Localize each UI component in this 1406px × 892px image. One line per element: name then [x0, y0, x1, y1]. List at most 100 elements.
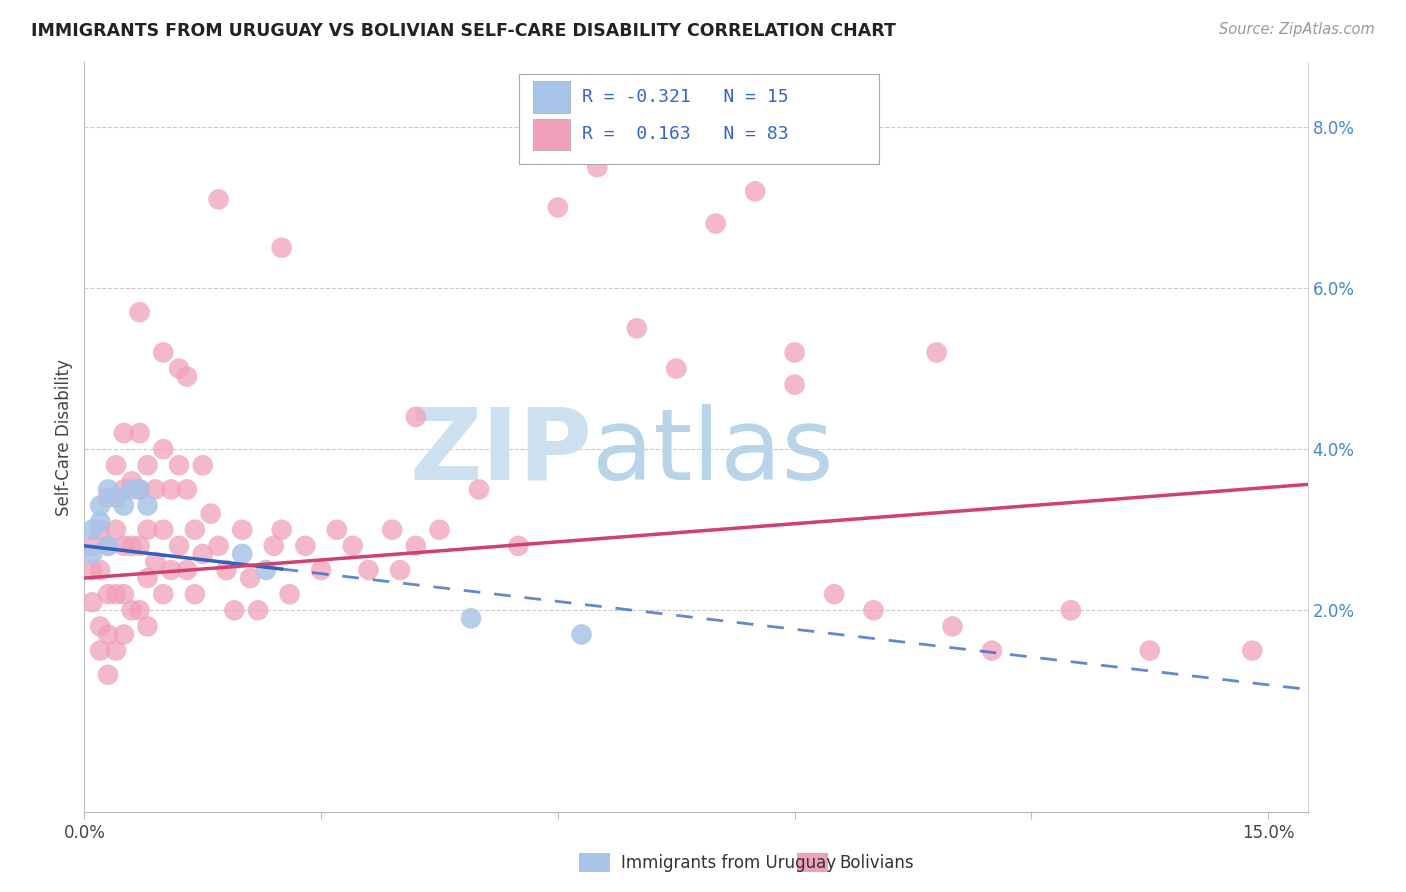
Text: IMMIGRANTS FROM URUGUAY VS BOLIVIAN SELF-CARE DISABILITY CORRELATION CHART: IMMIGRANTS FROM URUGUAY VS BOLIVIAN SELF… [31, 22, 896, 40]
Point [104, 491, 127, 505]
Point [191, 458, 214, 473]
Point [167, 539, 190, 553]
Point [136, 571, 159, 585]
Point [128, 483, 150, 497]
Point [145, 555, 167, 569]
Point [1241, 643, 1264, 657]
Point [176, 369, 198, 384]
Point [104, 523, 127, 537]
Point [309, 563, 332, 577]
Point [184, 587, 207, 601]
Point [167, 458, 190, 473]
Point [270, 523, 292, 537]
Point [294, 539, 316, 553]
Point [326, 523, 349, 537]
Y-axis label: Self-Care Disability: Self-Care Disability [55, 359, 73, 516]
Point [823, 587, 845, 601]
Point [89, 515, 111, 529]
Point [176, 563, 198, 577]
Bar [533, 81, 569, 112]
Point [97, 483, 120, 497]
Point [82, 523, 104, 537]
Point [97, 587, 120, 601]
Point [862, 603, 884, 617]
Point [128, 483, 150, 497]
Point [112, 499, 135, 513]
Point [82, 539, 104, 553]
Bar [533, 119, 569, 150]
Point [89, 619, 111, 633]
Point [381, 523, 404, 537]
Point [184, 523, 207, 537]
Point [136, 523, 159, 537]
Text: Source: ZipAtlas.com: Source: ZipAtlas.com [1219, 22, 1375, 37]
Point [547, 201, 569, 215]
Point [112, 539, 135, 553]
Point [941, 619, 963, 633]
Point [89, 523, 111, 537]
Text: Bolivians: Bolivians [839, 854, 914, 871]
Point [980, 643, 1002, 657]
Point [571, 627, 593, 641]
Point [278, 587, 301, 601]
Point [167, 361, 190, 376]
Point [104, 643, 127, 657]
Point [128, 425, 150, 440]
Point [263, 539, 285, 553]
Point [231, 523, 253, 537]
Point [97, 539, 120, 553]
Point [121, 475, 143, 489]
Point [1060, 603, 1083, 617]
Point [136, 458, 159, 473]
Point [152, 523, 174, 537]
Point [97, 539, 120, 553]
Point [429, 523, 451, 537]
Point [460, 611, 482, 625]
Point [97, 627, 120, 641]
Point [89, 563, 111, 577]
Point [270, 241, 292, 255]
Point [112, 483, 135, 497]
Point [104, 458, 127, 473]
Point [704, 217, 727, 231]
Point [136, 499, 159, 513]
Text: ZIP: ZIP [409, 403, 592, 500]
Point [783, 377, 806, 392]
Point [239, 571, 262, 585]
Point [104, 587, 127, 601]
Point [342, 539, 364, 553]
Point [586, 160, 609, 174]
Point [468, 483, 491, 497]
Point [121, 603, 143, 617]
Point [508, 539, 530, 553]
Point [152, 345, 174, 359]
Point [112, 425, 135, 440]
Point [191, 547, 214, 561]
Point [207, 539, 229, 553]
Point [112, 627, 135, 641]
Point [136, 619, 159, 633]
Point [97, 491, 120, 505]
Point [89, 499, 111, 513]
Point [160, 563, 183, 577]
Point [231, 547, 253, 561]
Point [626, 321, 648, 335]
Point [128, 539, 150, 553]
Text: atlas: atlas [592, 403, 834, 500]
Point [145, 483, 167, 497]
Point [152, 587, 174, 601]
Point [121, 539, 143, 553]
Text: R = -0.321   N = 15: R = -0.321 N = 15 [582, 88, 789, 106]
Point [405, 539, 427, 553]
Point [254, 563, 277, 577]
Point [82, 595, 104, 609]
Point [744, 185, 766, 199]
Point [405, 409, 427, 424]
Point [925, 345, 948, 359]
Point [152, 442, 174, 457]
Point [224, 603, 246, 617]
Point [176, 483, 198, 497]
Text: R =  0.163   N = 83: R = 0.163 N = 83 [582, 126, 789, 144]
Point [82, 547, 104, 561]
Point [783, 345, 806, 359]
